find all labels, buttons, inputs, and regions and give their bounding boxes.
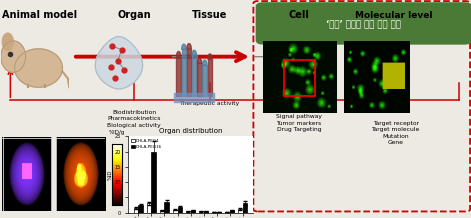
Polygon shape [1, 41, 25, 72]
Text: ‘세포’ 기반의 신약 후보 개발: ‘세포’ 기반의 신약 후보 개발 [326, 19, 401, 28]
Text: Therapeutic activity: Therapeutic activity [179, 101, 240, 106]
Text: Organ: Organ [117, 10, 151, 20]
Polygon shape [15, 49, 62, 87]
Bar [190, 210, 195, 213]
Text: %ID/g: %ID/g [109, 130, 125, 135]
Bar [164, 202, 169, 213]
Bar [186, 211, 190, 213]
Polygon shape [192, 50, 196, 55]
Bar [152, 152, 156, 213]
Bar [147, 203, 152, 213]
Bar [178, 207, 182, 213]
Text: Animal model: Animal model [2, 10, 78, 20]
Polygon shape [182, 44, 186, 49]
Bar [134, 208, 138, 213]
Legend: DHLA-PEG4, DHLA-PEG16: DHLA-PEG4, DHLA-PEG16 [130, 138, 163, 150]
Bar [243, 203, 247, 213]
Bar [217, 212, 221, 213]
Bar [160, 210, 164, 213]
Polygon shape [197, 58, 202, 63]
Text: Cell: Cell [289, 10, 309, 20]
Text: Biodistribution
Pharmacokinetics
Biological activity: Biodistribution Pharmacokinetics Biologi… [107, 110, 161, 128]
Bar [199, 211, 203, 213]
Bar [173, 210, 178, 213]
Bar [229, 210, 234, 213]
Bar [212, 212, 217, 213]
Text: Molecular level: Molecular level [355, 11, 432, 20]
Bar [138, 205, 143, 213]
Y-axis label: %ID: %ID [108, 169, 113, 180]
FancyBboxPatch shape [257, 3, 471, 44]
Bar [203, 211, 208, 213]
Bar [284, 60, 316, 96]
Text: Tissue: Tissue [192, 10, 227, 20]
Text: Target receptor
Target molecule
Mutation
Gene: Target receptor Target molecule Mutation… [372, 121, 420, 145]
Polygon shape [176, 51, 181, 57]
Polygon shape [95, 37, 143, 89]
Polygon shape [187, 44, 191, 49]
Title: Organ distribution: Organ distribution [159, 128, 222, 135]
Text: Signal pathway
Tumor markers
Drug Targeting: Signal pathway Tumor markers Drug Target… [276, 114, 322, 132]
Polygon shape [203, 60, 207, 65]
Polygon shape [208, 54, 212, 59]
Polygon shape [2, 33, 13, 51]
Bar [238, 209, 243, 213]
Bar [225, 212, 229, 213]
